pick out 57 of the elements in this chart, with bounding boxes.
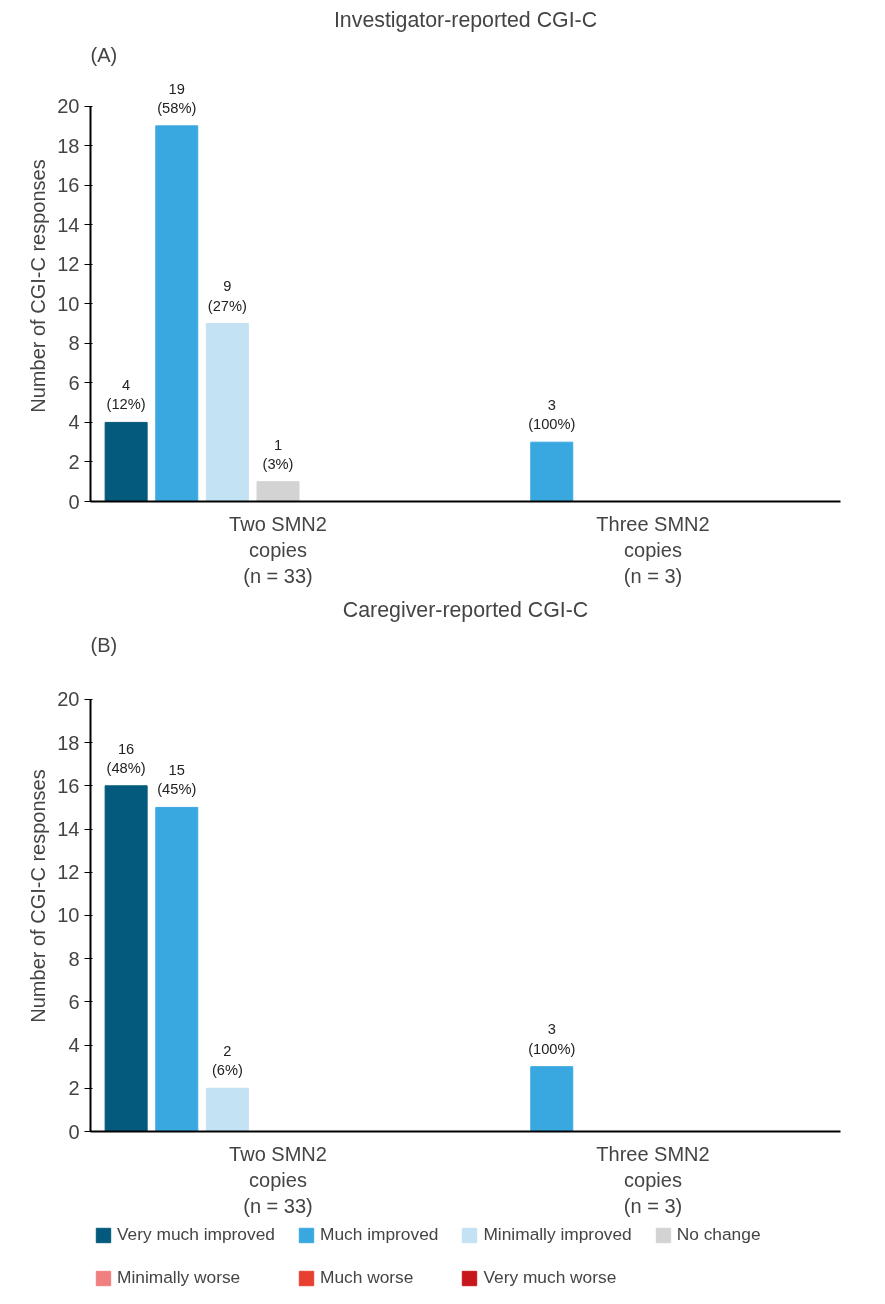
bar	[205, 1087, 249, 1132]
y-tick-label: 2	[68, 450, 80, 473]
y-tick-label: 18	[57, 134, 80, 157]
y-tick-label: 0	[68, 1120, 80, 1143]
y-tick-label: 0	[68, 490, 80, 513]
bar	[530, 441, 574, 502]
y-tick-label: 14	[57, 818, 80, 841]
y-tick-label: 12	[57, 253, 80, 276]
data-label: 2 (6%)	[211, 1043, 243, 1079]
data-label: 3 (100%)	[528, 1021, 576, 1057]
bar	[155, 125, 199, 502]
text: (A)	[90, 43, 118, 66]
chart-title: Investigator-reported CGI-C	[333, 7, 598, 32]
y-tick-label: 10	[57, 292, 80, 315]
y-tick-label: 16	[57, 174, 80, 197]
y-tick-label: 14	[57, 213, 80, 236]
y-tick-label: 8	[68, 332, 80, 355]
y-tick-label: 6	[68, 990, 80, 1013]
data-label: 4 (12%)	[106, 377, 146, 413]
data-label: 15 (45%)	[157, 762, 197, 798]
y-axis-title: Number of CGI-C responses	[27, 769, 50, 1023]
y-tick-label: 20	[57, 688, 80, 711]
chart-title: Caregiver-reported CGI-C	[342, 597, 589, 622]
text: (B)	[90, 633, 118, 656]
legend-label: Much improved	[319, 1224, 439, 1245]
data-label: 16 (48%)	[106, 740, 146, 776]
y-tick-label: 2	[68, 1077, 80, 1100]
y-tick-label: 8	[68, 947, 80, 970]
legend-label: Very much improved	[117, 1224, 275, 1245]
bar	[155, 806, 199, 1132]
y-tick-label: 4	[68, 411, 80, 434]
legend-label: Minimally improved	[483, 1224, 632, 1245]
bar	[104, 421, 148, 502]
data-label: 19 (58%)	[157, 80, 197, 116]
y-tick-label: 16	[57, 774, 80, 797]
bar	[104, 785, 148, 1132]
legend-label: Very much worse	[483, 1267, 617, 1288]
x-tick-label: Three SMN2 copies (n = 3)	[596, 1142, 710, 1218]
legend-label: No change	[676, 1224, 761, 1245]
y-tick-label: 18	[57, 731, 80, 754]
x-tick-label: Two SMN2 copies (n = 33)	[229, 512, 327, 588]
y-tick-label: 12	[57, 861, 80, 884]
data-label: 9 (27%)	[207, 278, 247, 314]
x-tick-label: Three SMN2 copies (n = 3)	[596, 512, 710, 588]
data-label: 3 (100%)	[528, 396, 576, 433]
bar	[530, 1066, 574, 1132]
data-label: 1 (3%)	[262, 436, 294, 472]
y-tick-label: 6	[68, 371, 80, 394]
bar	[205, 323, 249, 502]
legend-label: Minimally worse	[117, 1267, 241, 1288]
y-axis-title: Number of CGI-C responses	[27, 159, 50, 413]
bar	[256, 481, 300, 502]
x-tick-label: Two SMN2 copies (n = 33)	[229, 1142, 327, 1218]
y-tick-label: 4	[68, 1034, 80, 1057]
y-tick-label: 20	[57, 95, 80, 118]
y-tick-label: 10	[57, 904, 80, 927]
legend-label: Much worse	[319, 1267, 414, 1288]
